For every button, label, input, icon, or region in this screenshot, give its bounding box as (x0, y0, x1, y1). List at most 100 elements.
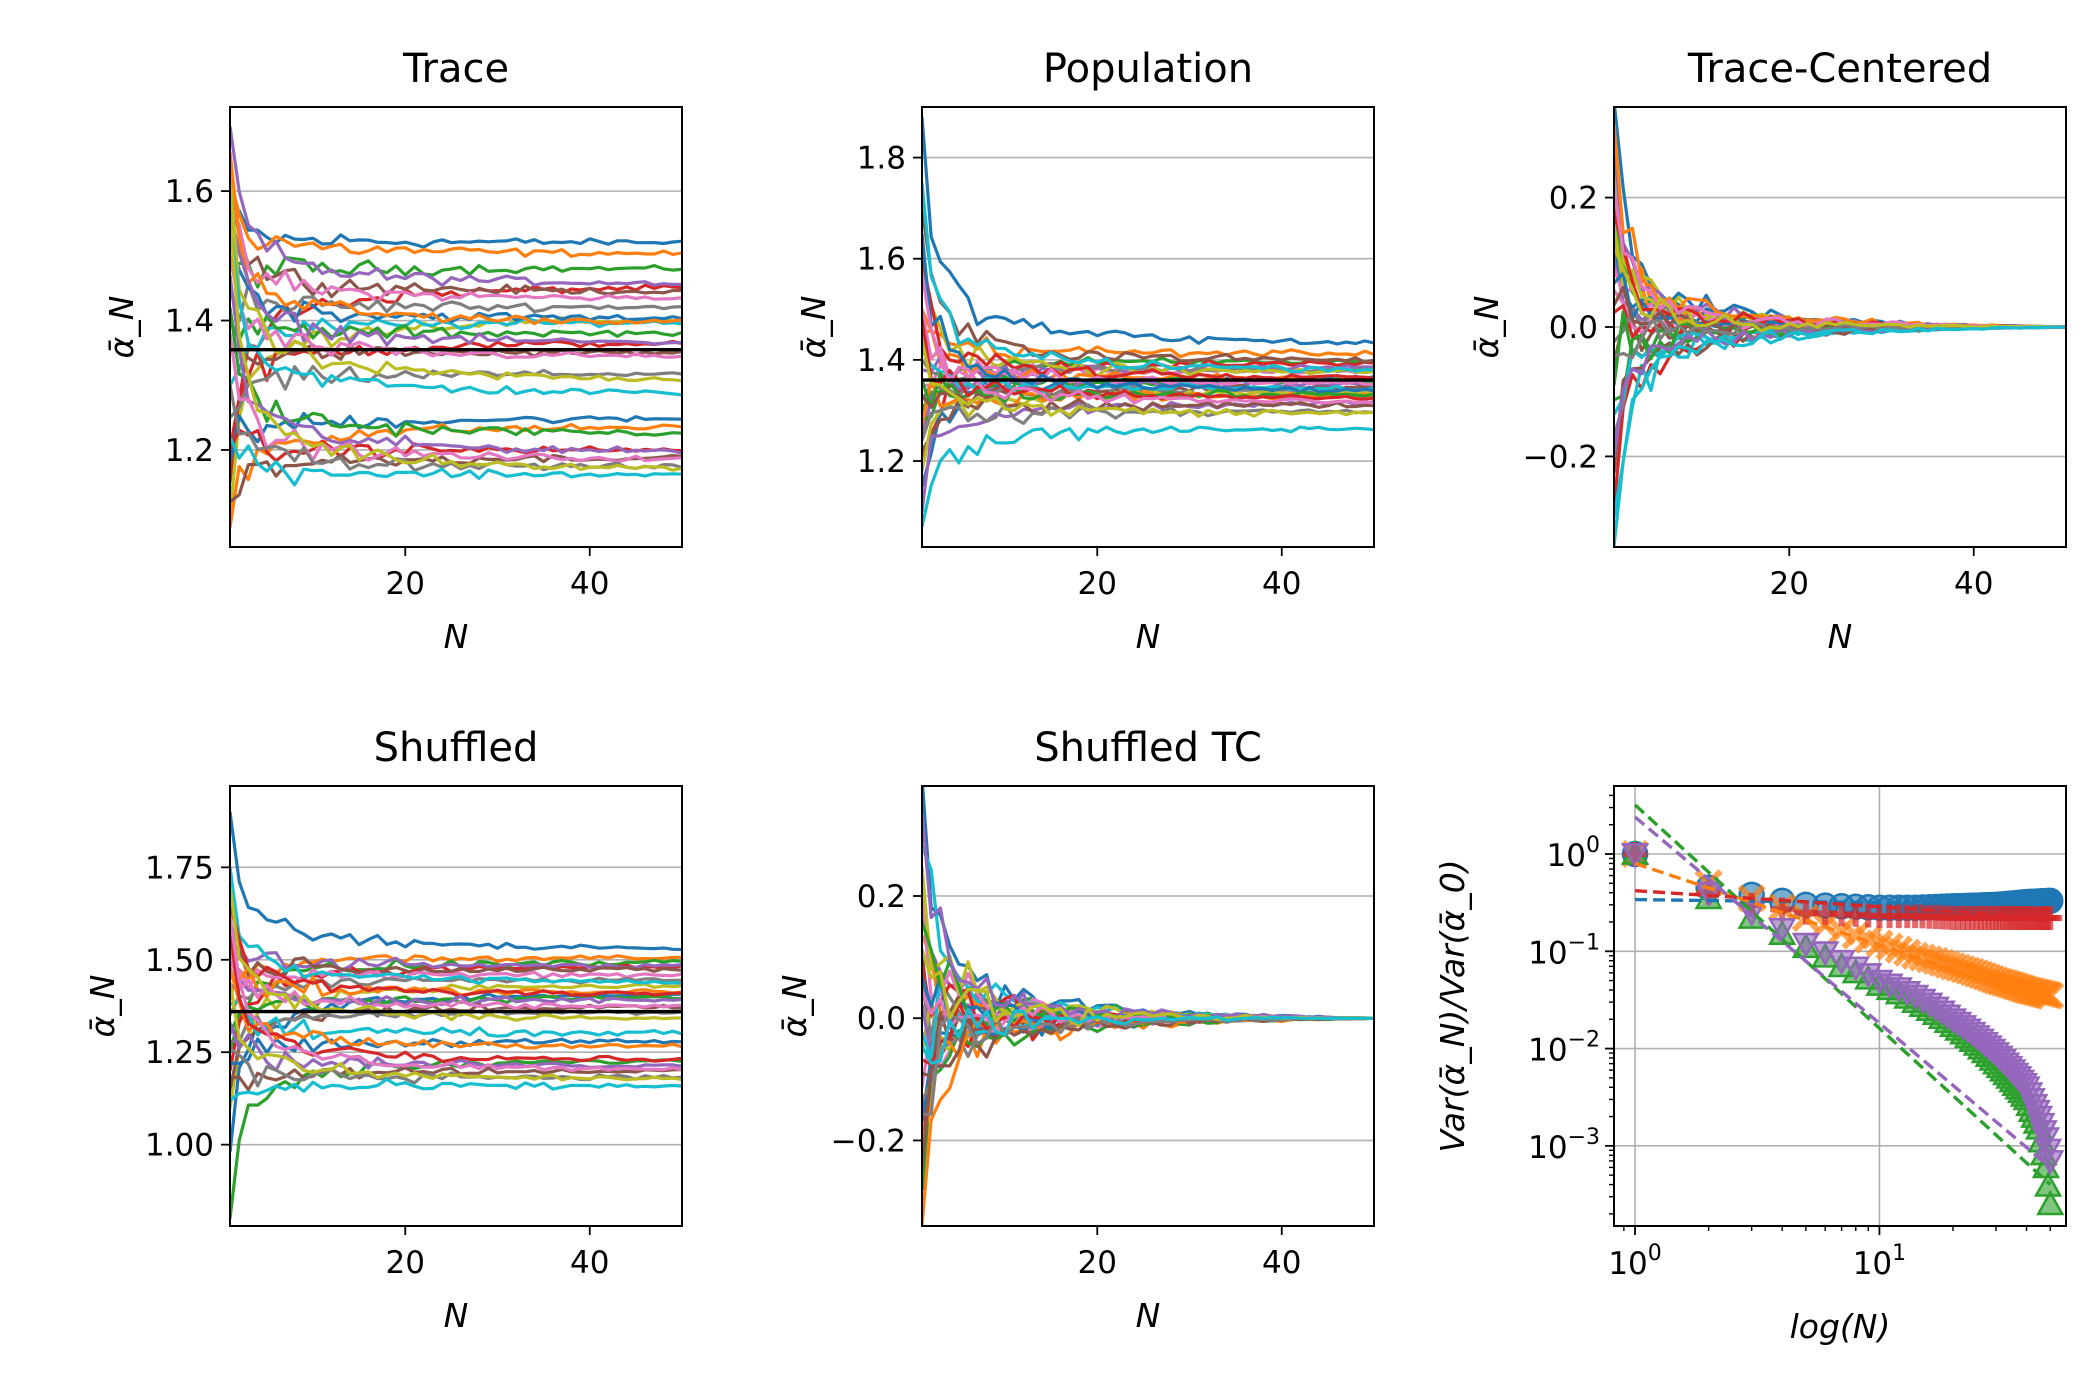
x-tick-label: 20 (386, 566, 425, 602)
svg-text:ᾱ_N: ᾱ_N (775, 975, 814, 1038)
svg-text:ᾱ_N: ᾱ_N (83, 975, 122, 1038)
series-group (1620, 803, 2065, 1216)
y-tick-label: 10−2 (1528, 1028, 1600, 1069)
y-axis-label: ᾱ_N (1467, 296, 1506, 359)
axes-frame (921, 785, 1375, 1227)
series-group (230, 126, 682, 528)
data-point (1768, 918, 1797, 944)
series-line (230, 216, 682, 472)
series-line (230, 867, 682, 985)
y-tick-label: 0.2 (1549, 181, 1598, 217)
data-point (1884, 935, 1913, 964)
series-line (922, 1016, 1374, 1191)
series-line (922, 425, 1374, 528)
series-line (230, 307, 682, 438)
y-tick-label: −0.2 (831, 1123, 906, 1159)
y-tick-label: 1.00 (145, 1128, 214, 1164)
y-tick-label: 1.25 (145, 1035, 214, 1071)
series-line (922, 1007, 1374, 1065)
series-line (230, 915, 682, 1073)
series-line (230, 209, 682, 249)
series-line (230, 223, 682, 397)
svg-text:ᾱ_N: ᾱ_N (794, 296, 833, 359)
series-line (1614, 246, 2066, 333)
series-line (230, 242, 682, 324)
series-line (922, 339, 1374, 419)
panel-3: 20 40 1.00 1.25 1.50 1.75 Shuffled Nᾱ_N (83, 725, 683, 1335)
series-line (230, 283, 682, 483)
data-point (1791, 932, 1820, 959)
data-point (2038, 905, 2063, 930)
series-line (230, 981, 682, 1082)
panel-title: Population (1043, 46, 1253, 92)
series-line (922, 207, 1374, 364)
x-tick-label: 40 (1262, 1245, 1301, 1281)
y-axis-label: ᾱ_N (775, 975, 814, 1038)
series-line (1614, 325, 2066, 437)
series-group (922, 786, 1374, 1226)
series-line (922, 1015, 1374, 1170)
x-axis-label: N (444, 1296, 469, 1335)
panel-title: Trace-Centered (1687, 46, 1992, 92)
series-line (230, 978, 682, 1007)
data-point (1620, 843, 1650, 869)
fit-line (1635, 897, 2051, 907)
series-triangle-down (1620, 843, 2065, 1176)
y-tick-label: 0.2 (857, 879, 906, 915)
series-line (230, 282, 682, 323)
panel-title: Shuffled (374, 725, 539, 771)
series-line (230, 436, 682, 487)
x-tick-label: 40 (1954, 566, 1993, 602)
series-line (230, 364, 682, 419)
data-point (2036, 1189, 2065, 1216)
series-line (1614, 325, 2066, 510)
svg-text:Var(ᾱ_N)/Var(ᾱ_0): Var(ᾱ_N)/Var(ᾱ_0) (1433, 859, 1472, 1152)
series-line (1614, 107, 2066, 329)
fit-line (1633, 803, 2052, 1186)
x-axis-label: N (1828, 617, 1853, 656)
panel-title: Trace (402, 46, 509, 92)
series-line (230, 255, 682, 360)
y-axis-label: ᾱ_N (102, 296, 141, 359)
series-line (230, 966, 682, 1050)
data-point (2036, 981, 2065, 1010)
x-axis-label: log(N) (1790, 1307, 1891, 1346)
axes-frame (229, 785, 683, 1227)
series-line (230, 190, 682, 299)
series-line (230, 339, 682, 451)
series-line (922, 811, 1374, 1021)
series-line (922, 402, 1374, 442)
series-line (230, 940, 682, 978)
series-line (922, 233, 1374, 394)
series-line (922, 182, 1374, 374)
x-tick-label: 100 (1608, 1241, 1661, 1282)
series-line (230, 952, 682, 1011)
series-line (922, 866, 1374, 1021)
series-group (230, 811, 682, 1219)
axes-frame (1613, 785, 2067, 1227)
fit-line (1634, 861, 2051, 1004)
x-tick-label: 20 (1078, 1245, 1117, 1281)
y-tick-label: 1.6 (165, 174, 214, 210)
y-tick-label: 1.8 (857, 141, 906, 177)
series-line (922, 319, 1374, 401)
x-tick-label: 20 (386, 1245, 425, 1281)
x-tick-label: 20 (1770, 566, 1809, 602)
series-line (922, 399, 1374, 512)
y-axis-label: ᾱ_N (794, 296, 833, 359)
panel-2: 20 40 −0.2 0.0 0.2 Trace-Centered Nᾱ_N (1467, 46, 2067, 656)
panel-1: 20 40 1.2 1.4 1.6 1.8 Population Nᾱ_N (794, 46, 1375, 656)
series-group (1614, 107, 2066, 547)
y-tick-label: −0.2 (1523, 439, 1598, 475)
panel-5: 100 101 10−3 10−2 10−1 100 log(N) Var(ᾱ_N)/Var(… (1433, 785, 2067, 1346)
series-line (922, 1013, 1374, 1117)
series-line (922, 258, 1374, 381)
x-axis-label: N (1136, 1296, 1161, 1335)
y-tick-label: 10−1 (1528, 930, 1600, 971)
series-line (230, 954, 682, 998)
fit-line (1633, 815, 2052, 1169)
x-axis-label: N (1136, 617, 1161, 656)
series-line (230, 885, 682, 1022)
series-line (1614, 325, 2066, 517)
